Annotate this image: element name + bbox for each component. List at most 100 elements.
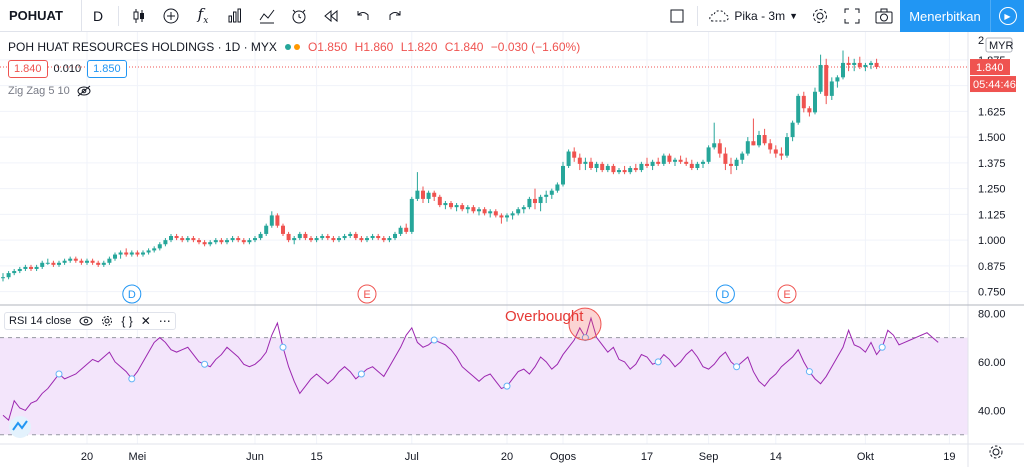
rsi-point (503, 382, 511, 390)
candle-body (437, 196, 442, 206)
candle-body (113, 254, 117, 259)
time-tick-label: 17 (641, 451, 653, 463)
candle-body (544, 194, 549, 197)
candle-body (818, 64, 823, 92)
bid-button[interactable]: 1.840 (8, 60, 48, 78)
candle-body (12, 271, 17, 274)
compare-icon[interactable] (251, 0, 283, 32)
more-icon[interactable]: ⋯ (158, 314, 171, 328)
chart-area[interactable]: D E D E Overbought 0.750 0.875 1.000 1.125 1.25… (0, 32, 1024, 467)
change-value: −0.030 (−1.60%) (490, 40, 581, 54)
candle-body (740, 153, 745, 160)
financials-icon[interactable] (219, 0, 251, 32)
candle-body (645, 163, 649, 166)
candle-body (191, 238, 196, 241)
indicators-fx-icon[interactable]: fx (197, 5, 209, 26)
add-indicator-icon[interactable] (155, 0, 187, 32)
candle-body (197, 240, 201, 243)
candle-body (499, 215, 504, 218)
rsi-label: RSI 14 close (9, 315, 72, 327)
candle-body (426, 192, 431, 199)
publish-button[interactable]: Menerbitkan (900, 0, 990, 32)
fullscreen-square-icon[interactable] (661, 0, 693, 32)
symbol-title: POH HUAT RESOURCES HOLDINGS · 1D · MYX (8, 40, 277, 54)
candle-body (331, 238, 336, 241)
candles-icon[interactable] (123, 0, 155, 32)
alert-icon[interactable] (283, 0, 315, 32)
candle-body (874, 62, 879, 68)
candle-body (706, 147, 711, 162)
ask-button[interactable]: 1.850 (87, 60, 127, 78)
symbol-label: POHUAT (9, 8, 63, 23)
candle-body (527, 198, 532, 208)
candle-body (723, 153, 728, 164)
close-icon[interactable]: ✕ (140, 314, 151, 328)
camera-icon[interactable] (868, 0, 900, 32)
candle-body (365, 238, 369, 241)
candle-body (376, 236, 381, 239)
candle-body (465, 207, 470, 210)
rsi-band (0, 337, 968, 436)
candle-body (23, 266, 28, 269)
settings-icon[interactable] (101, 315, 113, 327)
candle-body (639, 163, 644, 171)
candle-body (701, 161, 705, 164)
candle-body (745, 141, 750, 154)
candle-body (594, 163, 599, 168)
candle-body (174, 236, 179, 239)
layout-selector[interactable]: Pika - 3m ▼ (702, 9, 804, 23)
candle-body (533, 198, 537, 204)
event-label: E (363, 289, 370, 301)
settings-gear-icon[interactable] (804, 0, 836, 32)
interval-button[interactable]: D (82, 0, 114, 32)
undo-icon[interactable] (347, 0, 379, 32)
rsi-legend[interactable]: RSI 14 close { } ✕ ⋯ (4, 312, 176, 330)
replay-icon[interactable] (315, 0, 347, 32)
candle-body (107, 258, 112, 263)
candle-body (124, 252, 129, 255)
candle-body (734, 159, 739, 166)
candle-body (152, 248, 157, 251)
zigzag-legend[interactable]: Zig Zag 5 10 (8, 85, 92, 97)
candle-body (320, 236, 325, 239)
price-tick-label: 0.750 (978, 287, 1006, 299)
candle-body (488, 211, 493, 214)
last-price-label: 1.840 (976, 62, 1004, 74)
candle-body (807, 108, 812, 113)
candle-body (561, 165, 565, 185)
fullscreen-icon[interactable] (836, 0, 868, 32)
event-label: D (128, 289, 136, 301)
play-button[interactable]: ▶ (990, 0, 1024, 32)
candle-body (757, 135, 761, 146)
rsi-point (128, 375, 136, 383)
time-tick-label: Ogos (550, 451, 577, 463)
candles-series (1, 50, 879, 282)
candle-body (415, 190, 420, 199)
candle-body (857, 62, 862, 68)
candle-body (370, 236, 375, 239)
price-tick-label: 1.500 (978, 132, 1006, 144)
candle-body (309, 238, 313, 241)
event-marker (122, 284, 142, 304)
candle-body (404, 227, 409, 232)
candle-body (633, 168, 638, 171)
redo-icon[interactable] (379, 0, 411, 32)
symbol-search[interactable]: POHUAT (0, 0, 82, 32)
candle-body (566, 151, 571, 166)
candle-body (443, 203, 448, 206)
hidden-eye-icon[interactable] (76, 85, 92, 97)
candle-body (549, 190, 554, 195)
high-value: H1.860 (354, 40, 394, 54)
interval-label: D (92, 7, 104, 24)
candle-body (611, 165, 616, 173)
main-legend: POH HUAT RESOURCES HOLDINGS · 1D · MYX O… (8, 40, 584, 54)
candle-body (29, 266, 33, 269)
candle-body (269, 215, 274, 226)
candle-body (656, 161, 661, 164)
candle-body (505, 215, 509, 218)
candle-body (1, 277, 5, 279)
low-value: L1.820 (400, 40, 438, 54)
price-tick-label: 1.375 (978, 158, 1006, 170)
source-code-icon[interactable]: { } (121, 314, 133, 328)
eye-icon[interactable] (79, 316, 93, 326)
